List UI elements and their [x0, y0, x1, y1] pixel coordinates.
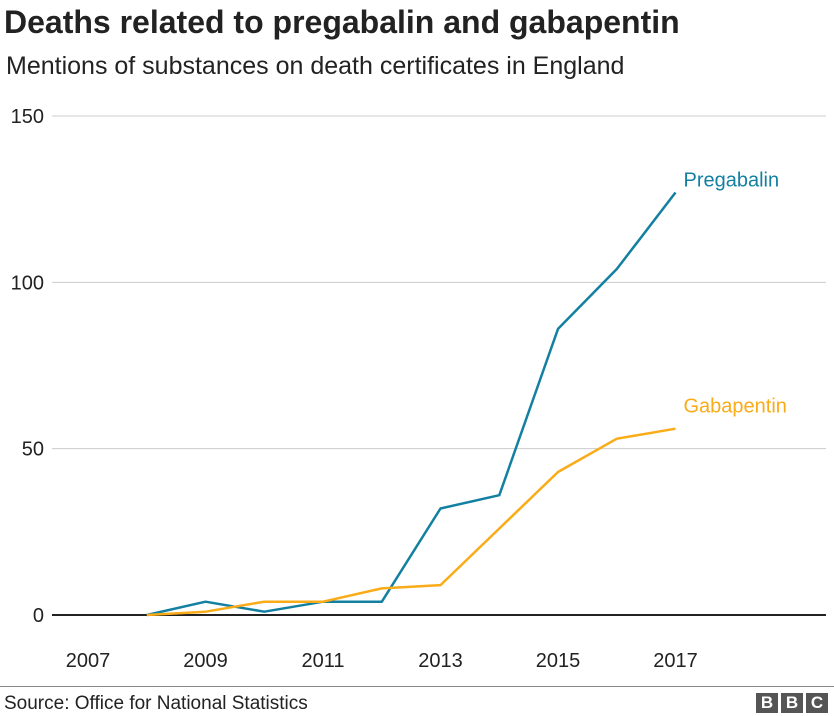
y-tick-label: 150 [11, 106, 44, 128]
y-tick-label: 100 [11, 272, 44, 294]
series-lines [146, 191, 677, 617]
series-labels: Pregabalin Gabapentin [684, 170, 787, 418]
y-tick-label: 50 [22, 439, 44, 461]
line-chart: 0 50 100 150 2007 2009 2011 2013 2015 2017 Prega… [11, 106, 826, 672]
logo-letter: C [806, 693, 828, 713]
bbc-logo: B B C [756, 693, 828, 713]
x-tick-label: 2013 [418, 650, 463, 672]
series-label-pregabalin: Pregabalin [684, 170, 780, 192]
footer-divider [0, 686, 834, 687]
x-tick-label: 2017 [653, 650, 698, 672]
logo-letter: B [781, 693, 803, 713]
y-tick-labels: 0 50 100 150 [11, 106, 44, 627]
x-tick-label: 2011 [301, 650, 344, 672]
logo-letter: B [756, 693, 778, 713]
source-note: Source: Office for National Statistics [4, 693, 308, 714]
chart-subtitle: Mentions of substances on death certific… [6, 52, 625, 80]
y-tick-label: 0 [33, 605, 44, 627]
x-tick-labels: 2007 2009 2011 2013 2015 2017 [66, 650, 698, 672]
x-tick-label: 2009 [183, 650, 228, 672]
x-tick-label: 2007 [66, 650, 111, 672]
series-line-pregabalin [146, 191, 677, 617]
chart-title: Deaths related to pregabalin and gabapen… [4, 4, 680, 40]
series-label-gabapentin: Gabapentin [684, 396, 787, 418]
x-tick-label: 2015 [536, 650, 581, 672]
grid-lines [52, 115, 826, 616]
series-line-gabapentin [146, 427, 676, 617]
